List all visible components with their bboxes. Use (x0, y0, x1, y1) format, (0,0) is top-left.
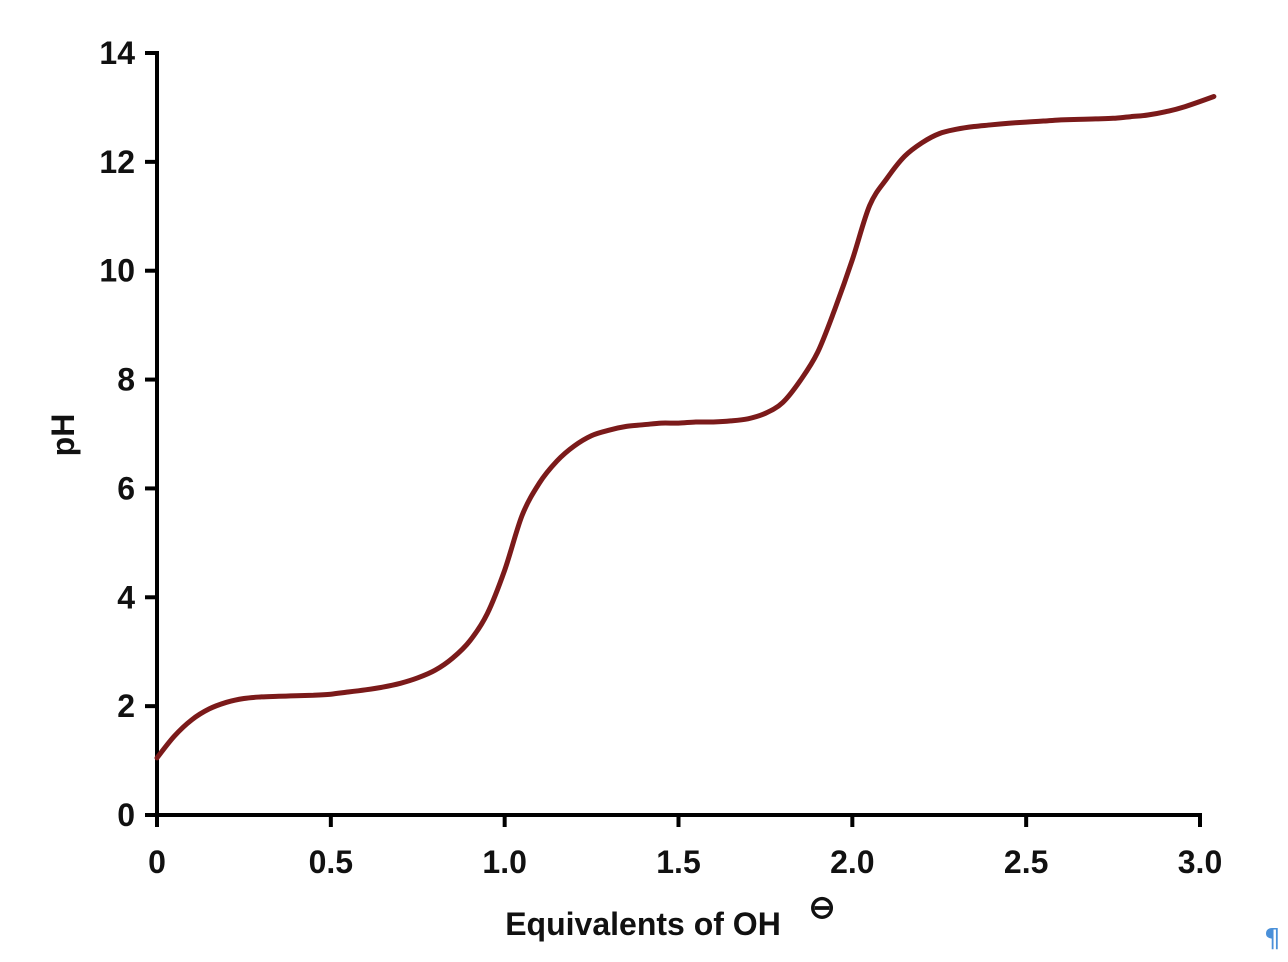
y-tick-label: 14 (99, 35, 135, 71)
axes (155, 51, 1202, 817)
x-tick-label: 0 (148, 844, 166, 880)
x-axis-title-superscript: ⊖ (809, 889, 836, 925)
y-tick-label: 12 (99, 144, 135, 180)
series-layer (154, 94, 1217, 761)
y-axis-ticks: 0 2 4 6 8 10 12 14 (99, 35, 157, 833)
x-tick-label: 2.0 (830, 844, 874, 880)
y-tick-label: 4 (117, 579, 135, 615)
x-axis-ticks: 0 0.5 1.0 1.5 2.0 2.5 3.0 (148, 815, 1222, 880)
x-tick-label: 1.5 (656, 844, 700, 880)
y-tick-label: 6 (117, 470, 135, 506)
x-axis-title: Equivalents of OH (505, 906, 781, 942)
y-tick-label: 10 (99, 253, 135, 289)
x-tick-label: 1.0 (482, 844, 526, 880)
x-tick-label: 2.5 (1004, 844, 1048, 880)
y-tick-label: 2 (117, 688, 135, 724)
x-tick-label: 0.5 (309, 844, 353, 880)
y-tick-label: 8 (117, 362, 135, 398)
y-axis-title: pH (45, 414, 81, 457)
pilcrow-mark: ¶ (1264, 924, 1281, 954)
series-line (154, 94, 1217, 761)
y-tick-label: 0 (117, 797, 135, 833)
x-tick-label: 3.0 (1178, 844, 1222, 880)
